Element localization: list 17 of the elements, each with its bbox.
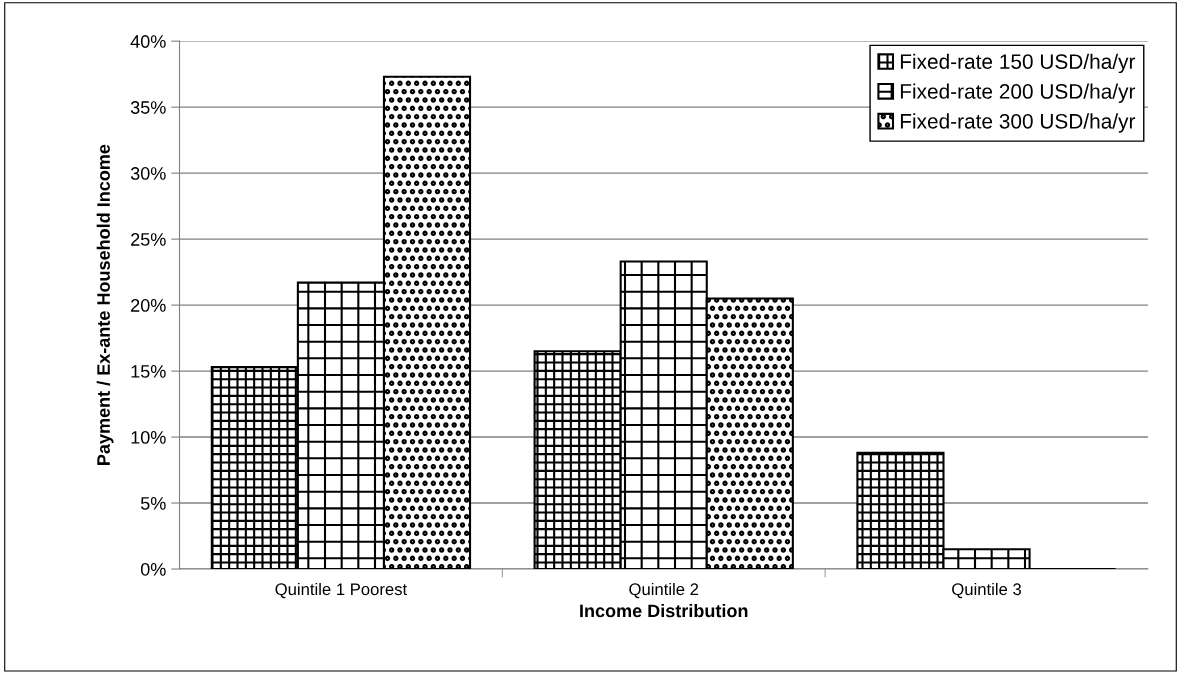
y-tick-label: 5%	[140, 497, 166, 510]
x-tick-label: Quintile 2	[629, 582, 699, 599]
y-tick-label: 15%	[131, 365, 166, 378]
legend-label: Fixed-rate 150 USD/ha/yr	[900, 53, 1136, 74]
y-tick-label: 20%	[131, 299, 166, 312]
x-axis-title: Income Distribution	[580, 604, 748, 618]
y-tick-label: 25%	[131, 233, 166, 246]
y-axis-title: Payment / Ex-ante Household Income	[96, 144, 114, 465]
legend-label: Fixed-rate 200 USD/ha/yr	[900, 83, 1136, 103]
y-tick-label: 35%	[130, 101, 166, 114]
y-tick-label: 0%	[140, 562, 166, 576]
legend-label: Fixed-rate 300 USD/ha/yr	[900, 113, 1136, 133]
y-tick-label: 30%	[130, 167, 166, 180]
x-tick-label: Quintile 3	[952, 582, 1021, 599]
y-tick-label: 10%	[131, 431, 166, 444]
x-tick-label: Quintile 1 Poorest	[275, 582, 408, 599]
y-tick-label: 40%	[130, 35, 166, 48]
